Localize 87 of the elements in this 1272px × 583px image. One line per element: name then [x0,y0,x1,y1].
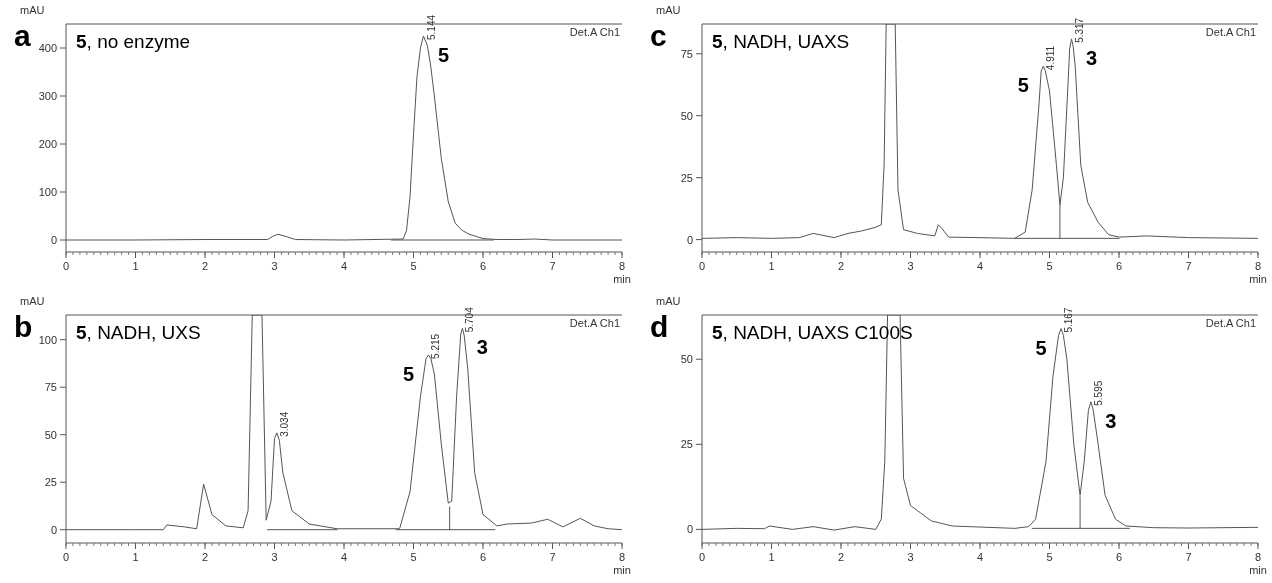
x-tick-label: 4 [340,260,348,272]
x-tick-label: 8 [618,551,626,563]
x-axis-title: min [613,273,631,285]
x-tick-label: 3 [271,551,278,563]
annotation: 5.317 [1073,17,1085,43]
x-tick-label: 1 [768,551,775,563]
x-axis-title: min [613,564,631,576]
y-axis-title: mAU [20,295,45,307]
x-tick-label: 1 [132,260,139,272]
annotation: 5 [402,362,415,385]
x-tick-label: 7 [1185,260,1192,272]
y-tick-label: 100 [38,333,57,346]
x-tick-label: 5 [410,260,417,272]
annotation: 3 [476,336,488,359]
y-tick-label: 50 [680,109,693,122]
text: d [650,310,669,343]
y-tick-label: 50 [680,353,693,366]
annotation: Det.A Ch1 [569,317,620,329]
annotation: 5.704 [464,306,476,333]
chart-title: 5, NADH, UAXS [712,31,850,52]
text: c [650,19,667,52]
annotation: 4.911 [1045,45,1057,71]
y-tick-label: 100 [38,186,57,198]
x-tick-label: 6 [1115,260,1123,272]
annotation: Det.A Ch1 [569,26,620,38]
annotation: 5 [1035,336,1047,359]
chart-title: 5, no enzyme [76,31,191,52]
x-tick-label: 4 [976,551,984,563]
annotation: 5.167 [1063,307,1075,333]
x-tick-label: 4 [976,260,984,272]
x-tick-label: 0 [62,551,70,563]
y-tick-label: 25 [680,171,693,184]
annotation: Det.A Ch1 [1205,26,1256,38]
annotation: Det.A Ch1 [1205,317,1256,329]
x-tick-label: 2 [837,260,845,272]
annotation: 5.215 [430,333,442,359]
x-tick-label: 4 [340,551,348,563]
annotation: 5.144 [425,14,437,40]
y-tick-label: 25 [680,438,693,451]
x-tick-label: 2 [201,260,209,272]
y-axis-title: mAU [656,4,681,16]
x-tick-label: 1 [768,260,775,272]
annotation: 5 [1017,74,1029,97]
x-axis-title: min [1249,564,1267,576]
y-tick-label: 0 [50,234,57,246]
y-tick-label: 75 [680,47,693,60]
x-tick-label: 7 [549,260,556,272]
x-tick-label: 3 [271,260,278,272]
x-tick-label: 6 [1115,551,1123,563]
annotation: 5 [437,44,450,66]
x-tick-label: 5 [1046,551,1053,563]
x-axis-title: min [1249,273,1267,285]
y-tick-label: 200 [38,138,57,150]
x-tick-label: 0 [698,260,706,272]
x-tick-label: 0 [62,260,70,272]
x-tick-label: 8 [618,260,626,272]
x-tick-label: 6 [479,551,487,563]
x-tick-label: 2 [837,551,845,563]
annotation: 3 [1085,46,1098,69]
y-tick-label: 50 [44,428,57,441]
text: b [14,310,33,343]
annotation: 5.595 [1092,380,1104,406]
y-tick-label: 400 [38,42,57,54]
chart-title: 5, NADH, UXS [76,322,201,343]
x-tick-label: 7 [549,551,556,563]
x-tick-label: 6 [479,260,487,272]
y-tick-label: 0 [50,523,57,536]
x-tick-label: 5 [1046,260,1053,272]
text: a [14,19,31,52]
x-tick-label: 1 [132,551,139,563]
y-tick-label: 0 [686,523,693,536]
x-tick-label: 5 [410,551,417,563]
x-tick-label: 3 [907,551,914,563]
y-axis-title: mAU [20,4,45,16]
y-tick-label: 25 [44,476,57,489]
y-tick-label: 300 [38,90,57,102]
annotation: 3.034 [278,411,290,437]
y-axis-title: mAU [656,295,681,307]
x-tick-label: 8 [1254,551,1262,563]
x-tick-label: 7 [1185,551,1192,563]
y-tick-label: 0 [686,233,693,246]
x-tick-label: 0 [698,551,706,563]
x-tick-label: 2 [201,551,209,563]
y-tick-label: 75 [44,381,57,394]
annotation: 3 [1105,409,1117,432]
x-tick-label: 8 [1254,260,1262,272]
x-tick-label: 3 [907,260,914,272]
